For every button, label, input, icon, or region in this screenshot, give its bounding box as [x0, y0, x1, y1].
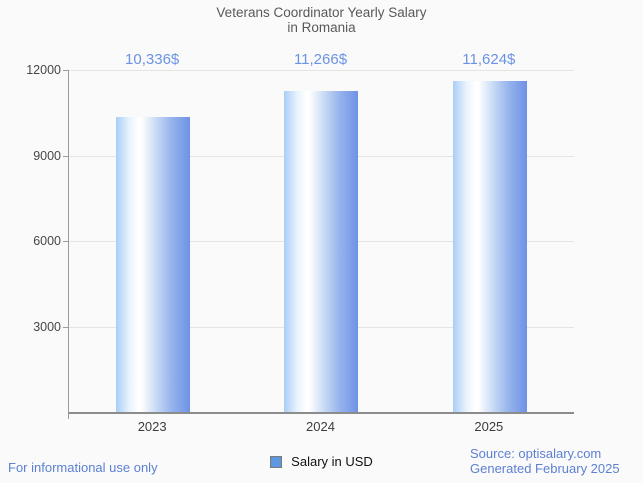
plot-area: 12000 9000 6000 3000	[26, 63, 574, 419]
y-axis-label-3000: 3000	[33, 319, 61, 334]
bar-slot-2023	[69, 70, 237, 412]
bars-container	[69, 70, 574, 412]
y-axis-tick	[63, 70, 69, 71]
y-axis-tick	[63, 241, 69, 242]
legend-swatch-icon	[270, 455, 283, 468]
chart-title: Veterans Coordinator Yearly Salary in Ro…	[0, 5, 643, 35]
x-axis-label-2023: 2023	[137, 419, 167, 434]
bar-value-labels: 10,336$ 11,266$ 11,624$	[68, 51, 573, 68]
y-axis-label-9000: 9000	[33, 148, 61, 163]
bar-2025[interactable]	[452, 80, 527, 412]
y-axis-tick	[63, 326, 69, 328]
generated-date: Generated February 2025	[470, 460, 620, 476]
x-axis-label-2025: 2025	[474, 419, 504, 434]
y-axis-tick	[63, 155, 69, 157]
bar-2023[interactable]	[116, 117, 191, 412]
y-axis-label-6000: 6000	[33, 234, 61, 248]
bar-value-label-2023: 10,336$	[125, 51, 180, 68]
y-axis-label-12000: 12000	[26, 63, 61, 77]
bar-value-label-2024: 11,266$	[293, 51, 348, 68]
legend-label: Salary in USD	[291, 454, 373, 469]
bar-2024[interactable]	[284, 90, 359, 412]
x-axis-labels: 2023 2024 2025	[68, 419, 573, 434]
x-axis-label-2024: 2024	[306, 419, 335, 434]
bar-slot-2025	[406, 70, 574, 412]
bar-slot-2024	[237, 70, 405, 412]
chart-title-line1: Veterans Coordinator Yearly Salary	[216, 5, 427, 20]
chart-title-line2: in Romania	[287, 20, 356, 35]
gridline	[69, 70, 574, 71]
bar-value-label-2025: 11,624$	[462, 51, 516, 68]
disclaimer-text: For informational use only	[8, 460, 158, 475]
source-link[interactable]: Source: optisalary.com	[470, 446, 602, 461]
source-block: Source: optisalary.com Generated Februar…	[470, 446, 620, 476]
legend[interactable]: Salary in USD	[0, 454, 643, 469]
